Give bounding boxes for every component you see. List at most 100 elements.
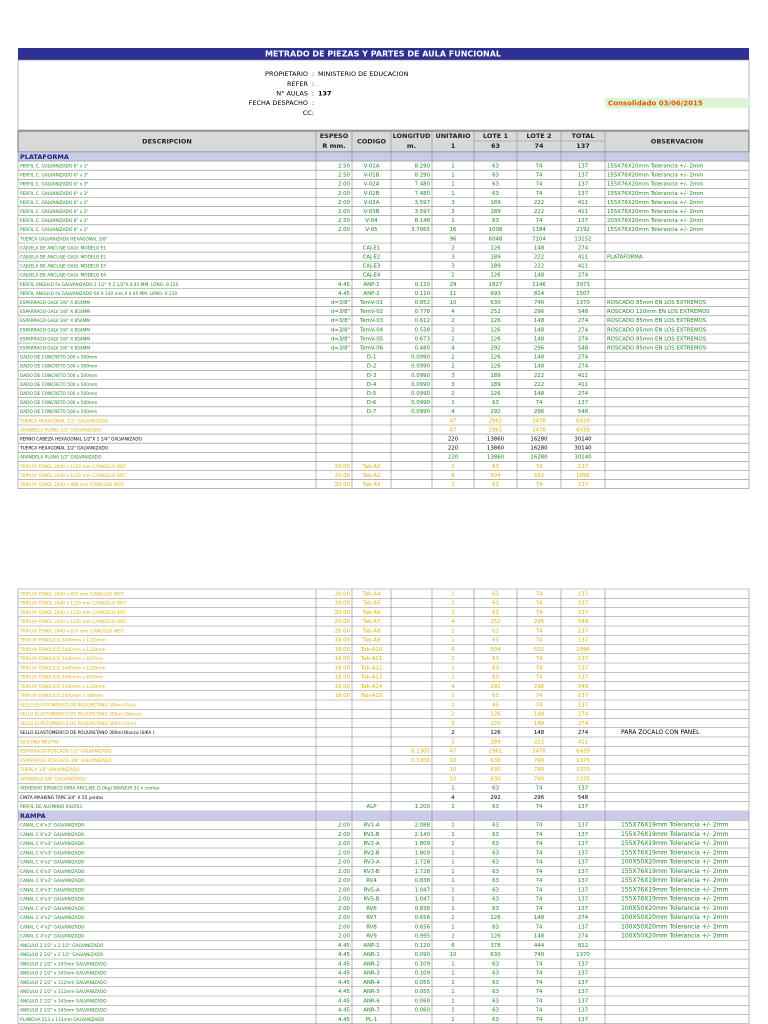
- cell-text: 0.0990: [411, 409, 430, 415]
- cell-text: 0.838: [415, 906, 431, 912]
- cell-text: 2.00: [338, 924, 351, 930]
- cell-text: V-04: [365, 218, 378, 224]
- info-text: FECHA DESPACHO: [249, 99, 308, 107]
- cell-text: 1: [451, 482, 454, 488]
- cell-text: 7.480: [415, 191, 431, 197]
- cell-text: 126: [490, 391, 501, 397]
- cell-text: 189: [490, 254, 501, 260]
- cell-text: RV8: [366, 924, 377, 930]
- cell-text: 18.00: [335, 665, 351, 671]
- cell-text: 0.109: [415, 961, 431, 967]
- cell-text: 1: [451, 823, 454, 829]
- cell-text: 203X76X20mm Tolerancia +/- 2mm: [607, 218, 703, 224]
- item-description: ANGULO 2 1/2" x 112mm GALVANIZADO: [20, 989, 107, 995]
- cell-text: 740: [534, 776, 545, 782]
- cell-text: 1: [451, 860, 454, 866]
- cell-text: CAJ-E2: [363, 254, 381, 260]
- cell-text: 1: [451, 628, 454, 634]
- item-description: CANAL C 4"x2" GALVANIZADO: [20, 860, 85, 866]
- cell-text: 74: [536, 163, 543, 169]
- cell-text: 74: [536, 971, 543, 977]
- item-description: PERFIL C. GALVANIZADO 6" x 3": [20, 200, 88, 206]
- cell-text: 411: [578, 382, 588, 388]
- item-description: PERFIL C. GALVANIZADO 6" x 3": [20, 182, 88, 188]
- cell-text: 1: [451, 675, 454, 681]
- cell-text: 2: [451, 245, 454, 251]
- cell-text: 74: [536, 464, 543, 470]
- cell-text: 189: [490, 373, 501, 379]
- cell-text: 630: [490, 767, 501, 773]
- cell-text: 47: [450, 427, 457, 433]
- cell-text: 1827: [489, 282, 503, 288]
- cell-text: 592: [534, 647, 544, 653]
- section-bg: [18, 811, 749, 821]
- cell-text: 63: [492, 628, 499, 634]
- cell-text: 1: [451, 400, 454, 406]
- item-description: ANGULO 2 1/2" x 145mm GALVANIZADO: [20, 998, 107, 1004]
- cell-text: 2: [451, 336, 454, 342]
- cell-text: 4.45: [338, 961, 350, 967]
- cell-text: 1.728: [415, 860, 431, 866]
- cell-text: 18.00: [335, 684, 351, 690]
- cell-text: TemV-05: [359, 336, 383, 342]
- cell-text: 63: [492, 482, 499, 488]
- cell-text: 592: [534, 473, 544, 479]
- cell-text: 155X76X19mm Tolerancia +/- 2mm: [621, 840, 728, 847]
- cell-text: 126: [490, 364, 501, 370]
- cell-text: 148: [534, 712, 545, 718]
- cell-text: 0.0990: [411, 382, 430, 388]
- cell-text: 1: [451, 961, 454, 967]
- cell-text: 1: [451, 971, 454, 977]
- cell-text: TemV-06: [359, 345, 384, 351]
- cell-text: 274: [578, 245, 589, 251]
- cell-text: 30140: [574, 455, 592, 461]
- item-description: CANAL C 4"x2" GALVANIZADO: [20, 906, 85, 912]
- cell-text: 274: [578, 318, 589, 324]
- cell-text: Tab-A12: [360, 665, 383, 671]
- cell-text: PLATAFORMA: [607, 254, 643, 260]
- cell-text: 155X76X20mm Tolerancia +/- 2mm: [607, 191, 703, 197]
- info-text: 137: [318, 90, 332, 98]
- section-title: PLATAFORMA: [20, 153, 69, 161]
- item-description: PERFIL C. GALVANIZADO 6" x 3": [20, 227, 88, 233]
- cell-text: 74: [536, 860, 543, 866]
- cell-text: 126: [490, 934, 501, 940]
- cell-text: 222: [534, 382, 544, 388]
- cell-text: 0.120: [415, 943, 431, 949]
- cell-text: 63: [492, 924, 499, 930]
- cell-text: CAJ-E1: [363, 245, 381, 251]
- cell-text: 20.00: [335, 591, 351, 597]
- cell-text: Tab-A1: [361, 464, 380, 470]
- cell-text: TemV-03: [359, 318, 383, 324]
- cell-text: 1: [451, 182, 454, 188]
- item-description: DADO DE CONCRETO 500 x 500mm: [20, 355, 97, 361]
- item-description: PERFIL C. GALVANIZADO 6" x 3": [20, 163, 88, 169]
- cell-text: D-4: [367, 382, 377, 388]
- cell-text: 4.45: [338, 1008, 350, 1014]
- cell-text: 137: [578, 786, 588, 792]
- cell-text: 1184: [532, 227, 546, 233]
- cell-text: 16: [450, 227, 457, 233]
- cell-text: 222: [534, 254, 544, 260]
- info-box: [17, 59, 750, 131]
- cell-text: 1: [451, 869, 454, 875]
- cell-text: 3478: [532, 749, 546, 755]
- item-description: DADO DE CONCRETO 500 x 500mm: [20, 391, 97, 397]
- cell-text: 3: [451, 373, 454, 379]
- cell-text: Tab-A6: [361, 610, 381, 616]
- item-description: TRIPLAY FENOL 2440 x 1220 mm C/ANGULO IN…: [19, 601, 127, 607]
- cell-text: 1008: [489, 227, 503, 233]
- cell-text: CAJ-E4: [363, 273, 381, 279]
- cell-text: 30140: [574, 436, 592, 442]
- cell-text: 1: [451, 665, 454, 671]
- cell-text: 0.1300: [411, 749, 430, 755]
- cell-text: 137: [578, 400, 588, 406]
- column-header: OBSERVACION: [651, 138, 703, 146]
- item-description: TRIPLAY FENOLICO 2440mm x 488mm: [19, 693, 103, 699]
- cell-text: 0.120: [415, 282, 431, 288]
- cell-text: 220: [448, 455, 459, 461]
- cell-text: 2: [451, 934, 454, 940]
- cell-text: 2.00: [338, 887, 351, 893]
- cell-text: 0.0990: [411, 400, 430, 406]
- cell-text: 30140: [574, 446, 592, 452]
